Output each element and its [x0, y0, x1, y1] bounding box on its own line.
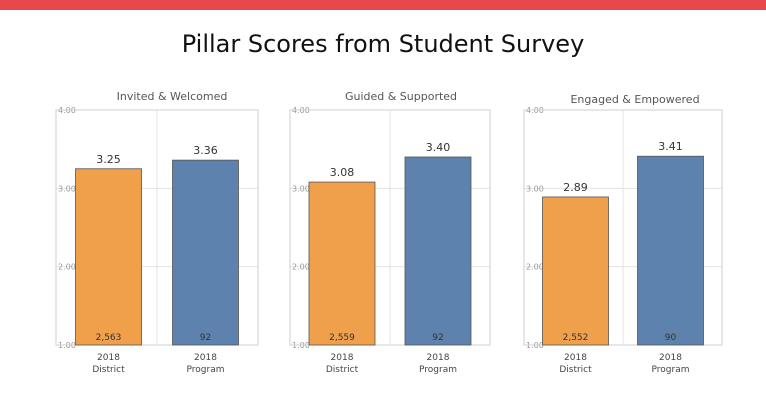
y-tick-label: 2.00 [526, 263, 544, 272]
n-label-district: 2,563 [96, 333, 122, 343]
y-tick-label: 2.00 [58, 263, 76, 272]
y-tick-label: 3.00 [58, 184, 76, 193]
x-category-year: 2018 [97, 353, 120, 363]
x-category-year: 2018 [194, 353, 217, 363]
top-accent-bar [0, 0, 766, 10]
x-category-name: District [92, 365, 125, 375]
n-label-program: 92 [432, 333, 443, 343]
n-label-program: 90 [665, 333, 677, 343]
data-label-program: 3.41 [658, 140, 683, 153]
x-category-year: 2018 [564, 353, 587, 363]
data-label-program: 3.36 [193, 144, 218, 157]
x-category-name: Program [652, 365, 690, 375]
bar-district [308, 181, 376, 346]
panel-title-guided-supported: Guided & Supported [344, 90, 458, 103]
y-tick-label: 3.00 [292, 184, 310, 193]
data-label-program: 3.40 [426, 141, 451, 154]
bar-program [637, 155, 704, 346]
x-category-year: 2018 [427, 353, 450, 363]
x-category-name: District [559, 365, 592, 375]
data-label-district: 2.89 [563, 181, 588, 194]
x-category-name: Program [187, 365, 225, 375]
panel-title-engaged-empowered: Engaged & Empowered [570, 93, 700, 106]
n-label-program: 92 [200, 333, 211, 343]
page-title: Pillar Scores from Student Survey [181, 30, 585, 58]
n-label-district: 2,559 [329, 333, 355, 343]
y-tick-label: 2.00 [292, 263, 310, 272]
bar-district [542, 196, 609, 346]
data-label-district: 3.08 [330, 166, 355, 179]
n-label-district: 2,552 [563, 333, 589, 343]
bar-district [75, 168, 142, 346]
panel-title-invited-welcomed: Invited & Welcomed [116, 90, 228, 103]
y-tick-label: 3.00 [526, 184, 544, 193]
x-category-name: District [326, 365, 359, 375]
x-category-year: 2018 [659, 353, 682, 363]
x-category-name: Program [419, 365, 457, 375]
bar-program [404, 156, 472, 346]
data-label-district: 3.25 [96, 153, 121, 166]
bar-program [172, 159, 239, 346]
x-category-year: 2018 [331, 353, 354, 363]
